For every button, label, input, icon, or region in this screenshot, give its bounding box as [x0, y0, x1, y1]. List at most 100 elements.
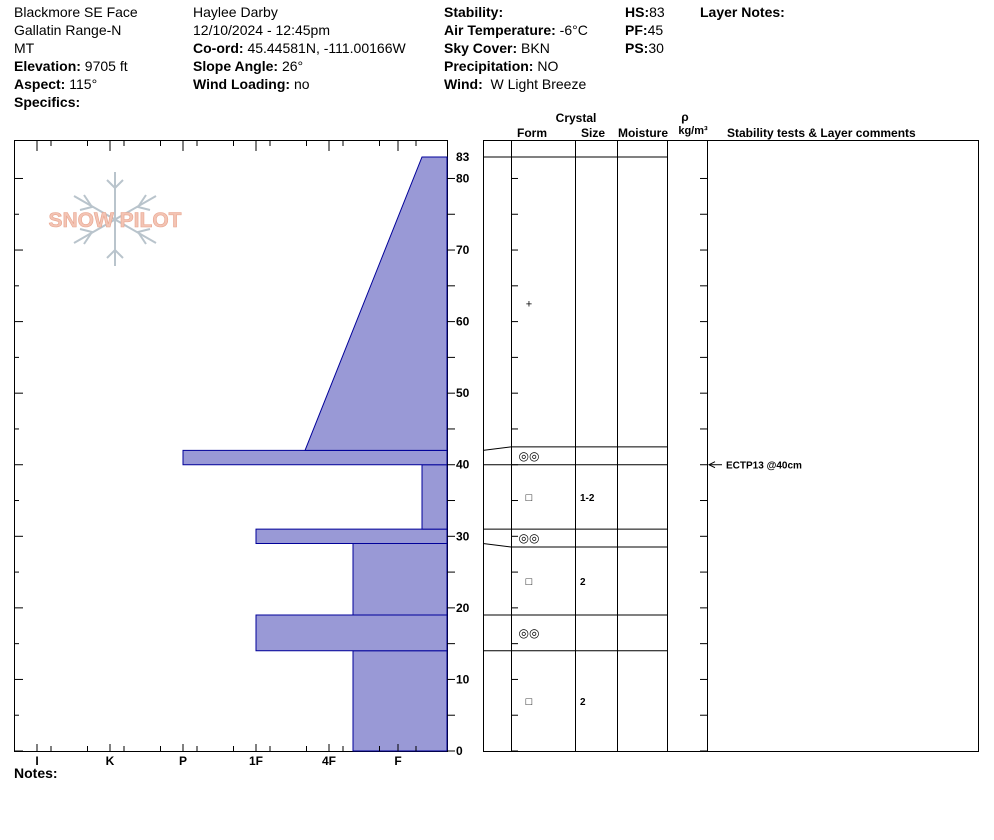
header-size: Size — [581, 126, 605, 140]
elevation: Elevation: 9705 ft — [14, 57, 128, 75]
depth-axis: 0 10 20 30 40 50 60 70 80 83 — [15, 150, 470, 758]
hardness-segment-6 — [304, 156, 448, 451]
state: MT — [14, 40, 35, 56]
header-crystal: Crystal — [556, 111, 597, 125]
range: Gallatin Range-N — [14, 22, 122, 38]
hardness-label-4F: 4F — [322, 754, 336, 768]
hardness-axis: I K P 1F 4F F — [35, 141, 417, 768]
location: Blackmore SE Face — [14, 4, 138, 20]
datetime: 12/10/2024 - 12:45pm — [193, 22, 330, 38]
precipitation: Precipitation: NO — [444, 57, 558, 75]
coord-label: Co-ord: — [193, 40, 244, 56]
hardness-segment-5 — [182, 449, 448, 466]
wind-loading-value: no — [293, 76, 310, 92]
table-depth-ticks — [511, 177, 707, 752]
slope-label: Slope Angle: — [193, 58, 279, 74]
precip-label: Precipitation: — [444, 58, 534, 74]
layer-form-symbol-1: ◎◎ — [519, 449, 540, 463]
layer-connector-1 — [482, 446, 512, 451]
layer-connector-4 — [482, 542, 512, 548]
hardness-label-1F: 1F — [249, 754, 263, 768]
ps-value: 30 — [648, 40, 664, 56]
hardness-segment-0 — [352, 650, 448, 752]
header-form: Form — [517, 126, 547, 140]
header-density-unit: kg/m³ — [678, 125, 708, 137]
aspect-value: 115° — [69, 76, 98, 92]
pf-label: PF: — [625, 22, 648, 38]
layer-form-symbol-2: □ — [526, 492, 533, 504]
stability-tests: ECTP13 @40cm — [707, 461, 802, 472]
layer-table-frame — [483, 140, 979, 752]
depth-label-0: 0 — [456, 744, 463, 758]
wind-label: Wind: — [444, 76, 483, 92]
precip-value: NO — [537, 58, 559, 74]
stability-label: Stability: — [444, 4, 504, 20]
layer-form-symbol-4: □ — [526, 576, 533, 588]
depth-label-83: 83 — [456, 150, 470, 164]
coord-value: 45.44581N, -111.00166W — [247, 40, 406, 56]
depth-label-70: 70 — [456, 243, 470, 257]
stability: Stability: — [444, 3, 503, 21]
header-moisture: Moisture — [618, 126, 668, 140]
layer-size-2: 1-2 — [580, 493, 595, 504]
hardness-segment-3 — [255, 528, 448, 544]
layer-form-symbol-6: □ — [526, 696, 533, 708]
wind-value: W Light Breeze — [490, 76, 587, 92]
sky-value: BKN — [521, 40, 550, 56]
hardness-label-K: K — [106, 754, 115, 768]
depth-label-20: 20 — [456, 601, 470, 615]
stability-test-label-0: ECTP13 @40cm — [726, 461, 802, 472]
depth-label-50: 50 — [456, 386, 470, 400]
layer-notes: Layer Notes: — [700, 3, 785, 21]
header-stability: Stability tests & Layer comments — [727, 126, 916, 140]
wind: Wind: W Light Breeze — [444, 75, 586, 93]
wind-loading: Wind Loading: no — [193, 75, 310, 93]
layer-notes-label: Layer Notes: — [700, 4, 785, 20]
elevation-value: 9705 ft — [84, 58, 128, 74]
layer-form-symbol-5: ◎◎ — [519, 626, 540, 640]
hardness-label-I: I — [35, 754, 38, 768]
layer-size-4: 2 — [580, 577, 586, 588]
hardness-profile — [182, 156, 448, 752]
sky-label: Sky Cover: — [444, 40, 518, 56]
elevation-label: Elevation: — [14, 58, 81, 74]
air-temperature: Air Temperature: -6°C — [444, 21, 588, 39]
snowpilot-logo: SNOW PILOT — [48, 172, 182, 266]
ps-label: PS: — [625, 40, 649, 56]
specifics: Specifics: — [14, 93, 80, 111]
logo-text: SNOW PILOT — [49, 209, 182, 232]
layer-form-symbol-0: + — [526, 299, 532, 311]
specifics-label: Specifics: — [14, 94, 81, 110]
hardness-segment-4 — [421, 464, 448, 530]
header-rho: ρ — [681, 110, 688, 124]
slope-angle: Slope Angle: 26° — [193, 57, 303, 75]
wind-loading-label: Wind Loading: — [193, 76, 291, 92]
sky-cover: Sky Cover: BKN — [444, 39, 550, 57]
layer-form-symbol-3: ◎◎ — [519, 531, 540, 545]
aspect-label: Aspect: — [14, 76, 66, 92]
hs-label: HS: — [625, 4, 650, 20]
hardness-label-P: P — [179, 754, 187, 768]
snowflake-icon — [73, 172, 157, 266]
hs: HS:83 — [625, 3, 665, 21]
layer-rows: + ◎◎ □ 1-2 ◎◎ □ 2 ◎◎ □ 2 — [482, 156, 667, 708]
stability-test-arrow-head — [707, 461, 716, 469]
pf: PF:45 — [625, 21, 663, 39]
coordinates: Co-ord: 45.44581N, -111.00166W — [193, 39, 406, 57]
hardness-segment-1 — [255, 614, 448, 652]
depth-label-80: 80 — [456, 171, 470, 185]
hardness-segment-2 — [352, 542, 448, 616]
hardness-label-F: F — [394, 754, 401, 768]
layer-size-6: 2 — [580, 697, 586, 708]
slope-value: 26° — [281, 58, 304, 74]
aspect: Aspect: 115° — [14, 75, 97, 93]
hs-value: 83 — [649, 4, 665, 20]
depth-label-40: 40 — [456, 458, 470, 472]
pf-value: 45 — [647, 22, 664, 38]
notes-label: Notes: — [14, 765, 58, 781]
depth-label-60: 60 — [456, 315, 470, 329]
depth-label-10: 10 — [456, 672, 470, 686]
ps: PS:30 — [625, 39, 664, 57]
air-temp-value: -6°C — [559, 22, 588, 38]
